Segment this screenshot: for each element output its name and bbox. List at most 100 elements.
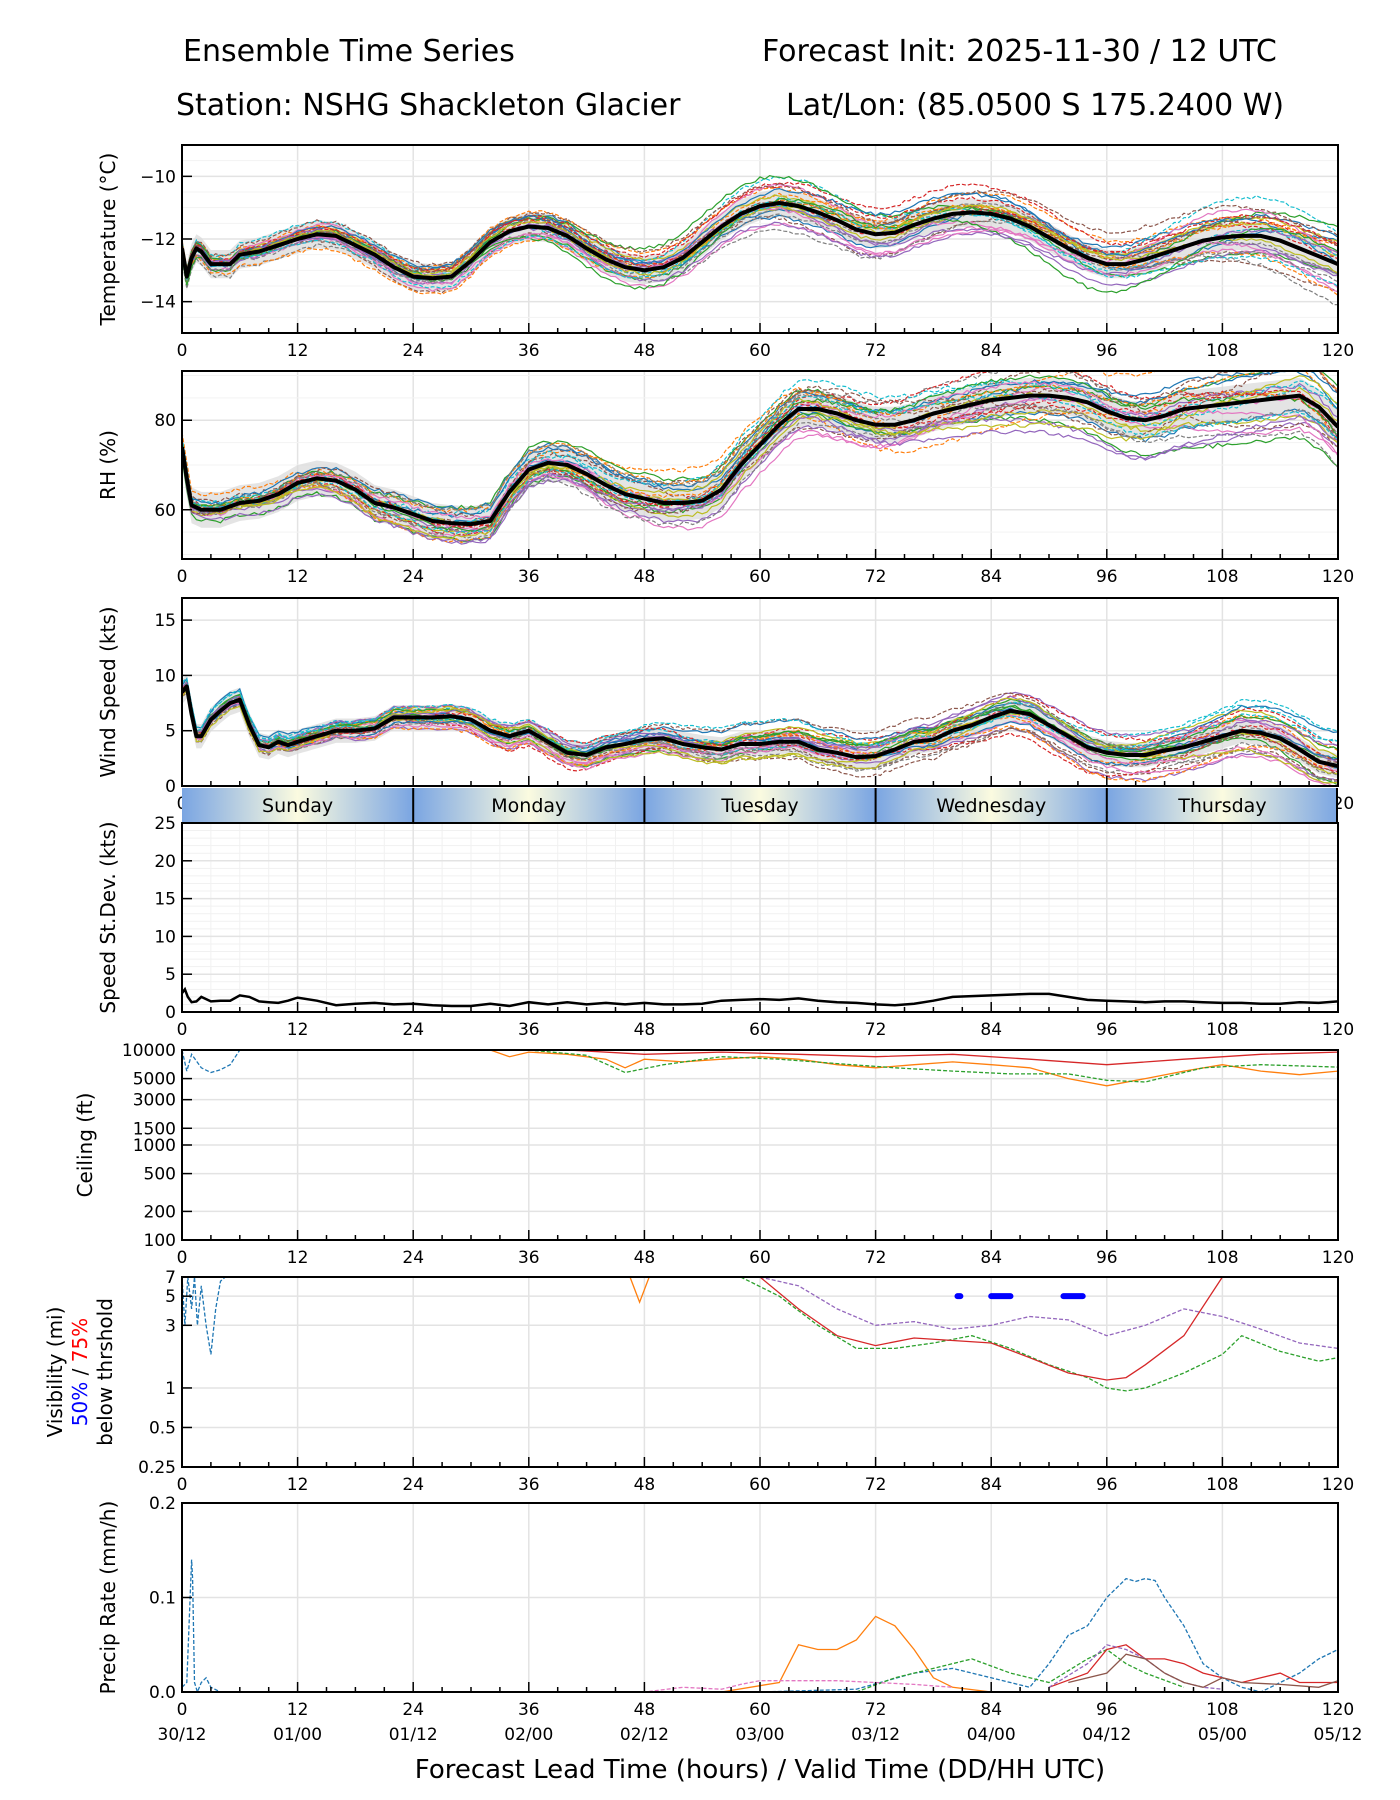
forecast-init-label: Forecast Init: 2025-11-30 / 12 UTC <box>762 34 1277 69</box>
y-tick-label: 15 <box>154 611 176 631</box>
day-band-segment <box>875 788 1107 822</box>
x-tick-label: 96 <box>1096 1248 1118 1268</box>
y-tick-label: 7 <box>165 1268 176 1288</box>
x-valid-time-label: 04/00 <box>967 1725 1016 1745</box>
panel-precip-rate: 0 30/12 12 01/00 24 01/12 36 02/00 48 02/12 60 03/0… <box>96 1494 1363 1785</box>
x-tick-label: 24 <box>402 1020 424 1040</box>
x-tick-label: 48 <box>634 341 656 361</box>
y-tick-label: 0.5 <box>149 1418 176 1438</box>
y-tick-label: 3000 <box>133 1091 176 1111</box>
day-label: Thursday <box>1177 795 1266 817</box>
x-tick-label: 24 <box>402 341 424 361</box>
x-valid-time-label: 05/12 <box>1314 1725 1363 1745</box>
x-valid-time-label: 04/12 <box>1082 1725 1131 1745</box>
ensemble-member-line <box>182 212 1338 281</box>
x-tick-label: 12 <box>287 1700 309 1720</box>
x-tick-label: 72 <box>865 1020 887 1040</box>
ensemble-member-line <box>182 685 1338 754</box>
panel-wind-speed: 01224364860728496108120051015Wind Speed … <box>96 597 1354 814</box>
plot-area <box>182 174 1338 306</box>
x-tick-label: 36 <box>518 1475 540 1495</box>
y-axis-label-threshold: 50% / 75% <box>68 1318 92 1426</box>
ensemble-member-line <box>182 215 1338 294</box>
ensemble-mean-line <box>182 201 1338 281</box>
day-label: Tuesday <box>720 795 798 817</box>
y-tick-label: 15 <box>154 890 176 910</box>
x-tick-label: 96 <box>1096 567 1118 587</box>
ensemble-spread-band <box>182 188 1338 293</box>
y-tick-label: 1500 <box>133 1119 176 1139</box>
x-axis-label: Forecast Lead Time (hours) / Valid Time … <box>415 1755 1105 1785</box>
panel-ceiling: 0 12 24 36 48 60 72 84 96 108 120 100 200 500 10001500… <box>73 1041 1354 1268</box>
plot-area <box>182 1559 1338 1692</box>
x-tick-label: 48 <box>634 567 656 587</box>
x-tick-label: 60 <box>749 1248 771 1268</box>
ensemble-member-line <box>182 371 1338 526</box>
y-tick-label: −12 <box>140 230 176 250</box>
y-axis-label: RH (%) <box>96 430 120 500</box>
y-tick-label: 20 <box>154 852 176 872</box>
x-tick-label: 12 <box>287 1475 309 1495</box>
y-tick-label: 500 <box>144 1165 176 1185</box>
y-tick-label: 10 <box>154 666 176 686</box>
ensemble-member-line <box>182 393 1338 534</box>
plot-area <box>182 371 1338 545</box>
x-tick-label: 0 <box>177 567 188 587</box>
ensemble-member-line <box>721 1615 992 1692</box>
y-tick-label: 0.25 <box>138 1458 176 1478</box>
ensemble-member-line <box>182 686 1338 786</box>
x-valid-time-label: 02/12 <box>620 1725 669 1745</box>
plot-area <box>182 986 1338 1008</box>
ensemble-member-line <box>182 681 1338 783</box>
y-tick-label: −10 <box>140 167 176 187</box>
day-label: Sunday <box>262 795 333 817</box>
day-band-segment <box>182 788 414 822</box>
panel-speed-stdev: 0 12 24 36 48 60 72 84 96 108 120 0 5 10 15 20 25 Speed S… <box>96 814 1354 1040</box>
ensemble-member-line <box>490 1050 1338 1087</box>
y-tick-label: −14 <box>140 293 176 313</box>
x-tick-label: 96 <box>1096 1700 1118 1720</box>
x-tick-label: 84 <box>980 1700 1002 1720</box>
ensemble-member-line <box>182 683 1338 760</box>
x-tick-label: 0 <box>177 1475 188 1495</box>
panel-temperature: 0 12 24 36 48 60 72 84 96 108 120 −10 −12 −14 Temperat… <box>96 144 1354 361</box>
ensemble-member-line <box>182 684 1338 763</box>
ensemble-member-line <box>182 1050 241 1074</box>
x-valid-time-label: 05/00 <box>1198 1725 1247 1745</box>
ensemble-member-line <box>182 686 1338 767</box>
x-valid-time-label: 03/00 <box>736 1725 785 1745</box>
ensemble-member-line <box>856 1648 1185 1692</box>
y-axis-label: Visibility (mi) <box>43 1307 67 1438</box>
panel-visibility: 0 12 24 36 48 60 72 84 96 108 120 0.25 0.5 1 3 57 Visibi… <box>43 1268 1354 1495</box>
ensemble-member-line <box>182 678 1338 762</box>
y-tick-label: 5 <box>165 722 176 742</box>
x-valid-time-label: 02/00 <box>504 1725 553 1745</box>
x-tick-label: 36 <box>518 1020 540 1040</box>
y-axis-label: Ceiling (ft) <box>73 1093 97 1198</box>
x-tick-label: 120 <box>1322 1700 1354 1720</box>
x-tick-label: 72 <box>865 1700 887 1720</box>
ensemble-member-line <box>1068 1653 1338 1688</box>
ensemble-member-line <box>182 204 1338 278</box>
x-valid-time-label: 30/12 <box>158 1725 207 1745</box>
ensemble-member-line <box>629 1277 650 1305</box>
ensemble-member-line <box>182 201 1338 274</box>
ensemble-member-line <box>182 204 1338 290</box>
x-tick-label: 36 <box>518 1700 540 1720</box>
x-tick-label: 12 <box>287 1020 309 1040</box>
y-tick-label: 1000 <box>133 1136 176 1156</box>
x-tick-label: 48 <box>634 1700 656 1720</box>
station-label: Station: NSHG Shackleton Glacier <box>176 88 681 123</box>
panel-rh: 0 12 24 36 48 60 72 84 96 108 120 60 80 RH (%) <box>96 370 1354 587</box>
x-tick-label: 72 <box>865 567 887 587</box>
x-tick-label: 36 <box>518 341 540 361</box>
x-tick-label: 0 <box>177 1248 188 1268</box>
x-tick-label: 108 <box>1206 1700 1238 1720</box>
x-tick-label: 36 <box>518 567 540 587</box>
ensemble-member-line <box>182 189 1338 270</box>
x-tick-label: 96 <box>1096 341 1118 361</box>
y-axis-label: Precip Rate (mm/h) <box>96 1501 120 1695</box>
x-tick-label: 12 <box>287 567 309 587</box>
x-tick-label: 12 <box>287 341 309 361</box>
